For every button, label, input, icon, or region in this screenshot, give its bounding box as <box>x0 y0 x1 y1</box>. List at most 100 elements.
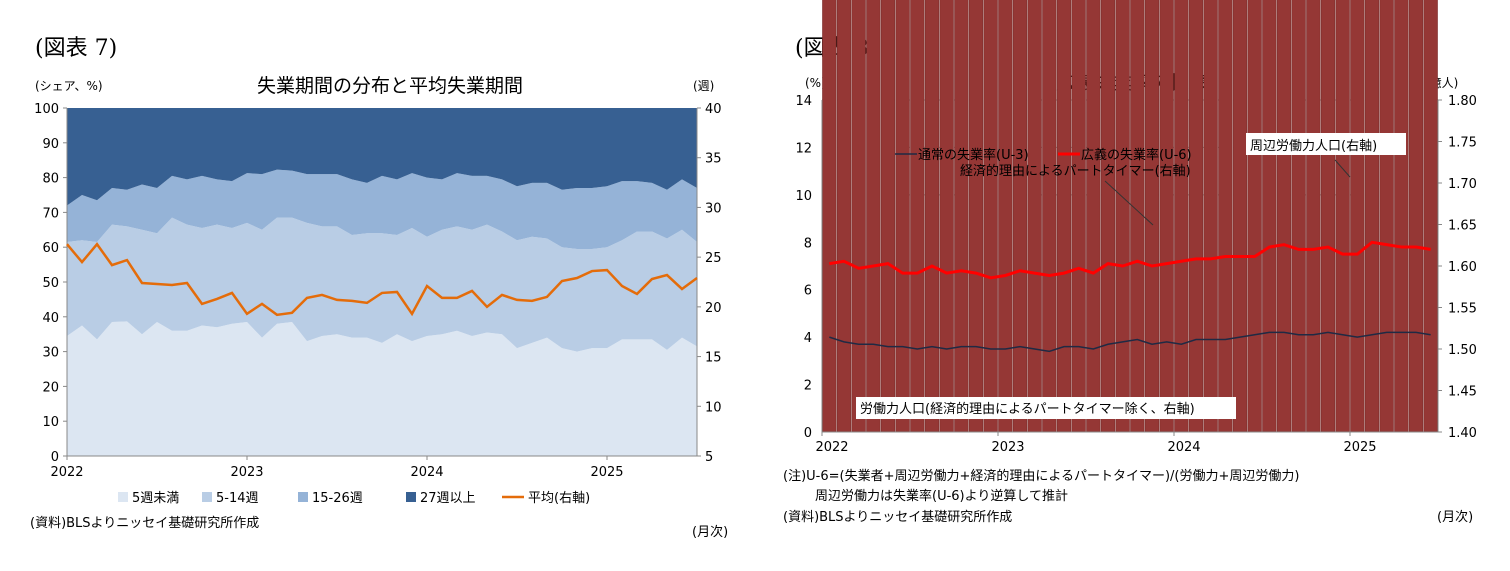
bar-segment-1 <box>1276 0 1292 433</box>
annotation-bg <box>856 397 1236 419</box>
bar-segment-1 <box>1071 0 1086 433</box>
y-tick-label: 10 <box>42 415 59 430</box>
bar-segment-1 <box>998 0 1013 433</box>
bar-segment-1 <box>851 0 866 433</box>
x-tick-label: 2024 <box>410 465 443 480</box>
y-tick-label: 12 <box>795 141 812 156</box>
y-tick-label: 70 <box>42 206 59 221</box>
bar-segment-1 <box>1423 0 1438 433</box>
y-tick-label: 10 <box>795 189 812 204</box>
x-tick-label: 2023 <box>230 465 263 480</box>
bar-segment-1 <box>1130 0 1145 433</box>
y-tick-label: 14 <box>795 94 812 109</box>
bar-segment-1 <box>1408 0 1424 433</box>
x-tick-label: 2025 <box>590 465 623 480</box>
y2-tick-label: 25 <box>705 251 722 266</box>
bar-segment-1 <box>866 0 881 433</box>
bar-segment-1 <box>1100 0 1116 433</box>
line-u6 <box>829 240 1431 280</box>
y-tick-label: 0 <box>51 450 59 465</box>
annotation-bg <box>1246 133 1406 155</box>
bar-segment-1 <box>1159 0 1174 433</box>
bar-segment-1 <box>822 0 837 433</box>
y-tick-label: 90 <box>42 137 59 152</box>
y-tick-label: 2 <box>804 379 812 394</box>
chart-broad-unemployment: 広義失業率の推移(%)(億人)024681012141.401.451.501.… <box>795 0 1477 455</box>
figure-8-frequency: (月次) <box>1437 510 1474 525</box>
legend-label-u6: 広義の失業率(U-6) <box>1081 147 1192 163</box>
bar-segment-1 <box>895 0 910 433</box>
y-axis-label: (%) <box>805 76 826 90</box>
bar-segment-1 <box>1086 0 1101 433</box>
figure-7-source: (資料)BLSよりニッセイ基礎研究所作成 <box>30 516 260 531</box>
legend-label: 5週未満 <box>132 491 179 506</box>
y-tick-label: 80 <box>42 172 59 187</box>
legend-label: 5-14週 <box>216 491 259 506</box>
y-tick-label: 50 <box>42 276 59 291</box>
bar-segment-1 <box>1247 0 1262 433</box>
bar-segment-1 <box>1115 0 1130 433</box>
area-series-4 <box>67 108 697 206</box>
x-tick-label: 2022 <box>50 465 83 480</box>
figure-8-note-1: (注)U-6=(失業者+周辺労働力+経済的理由によるパートタイマー)/(労働力+… <box>783 469 1300 484</box>
bar-segment-1 <box>968 0 984 433</box>
y-axis-label: (シェア、%) <box>35 79 103 93</box>
line-mean-duration <box>66 242 698 317</box>
bar-segment-1 <box>954 0 969 433</box>
x-tick-label: 2025 <box>1343 440 1376 455</box>
bar-segment-1 <box>1027 0 1042 433</box>
y-tick-label: 60 <box>42 241 59 256</box>
y-tick-label: 0 <box>804 426 812 441</box>
legend-label: 平均(右軸) <box>528 491 590 506</box>
bar-segment-1 <box>1335 0 1350 433</box>
area-series-1 <box>67 321 697 456</box>
annotation-arrow <box>1104 180 1154 226</box>
bar-segment-1 <box>1232 0 1248 433</box>
y2-tick-label: 30 <box>705 201 722 216</box>
y2-tick-label: 1.80 <box>1448 94 1477 109</box>
bar-segment-1 <box>939 0 954 433</box>
bar-segment-1 <box>1188 0 1204 433</box>
chart-unemployment-duration: 失業期間の分布と平均失業期間 (シェア、%) (週) 0 10 20 30 40 50 60 70 8… <box>34 75 722 506</box>
bar-segment-1 <box>1379 0 1394 433</box>
y2-tick-label: 1.40 <box>1448 426 1477 441</box>
area-series-2 <box>67 217 697 352</box>
y-tick-label: 4 <box>804 331 812 346</box>
bar-segment-1 <box>1218 0 1233 433</box>
y-tick-label: 20 <box>42 380 59 395</box>
figure-7-frequency: (月次) <box>692 525 729 540</box>
bar-segment-1 <box>1042 0 1057 433</box>
bar-segment-1 <box>1012 0 1028 433</box>
line-u3 <box>829 331 1431 353</box>
bar-segment-1 <box>910 0 925 433</box>
bar-segment-1 <box>1320 0 1336 433</box>
y2-tick-label: 5 <box>705 450 713 465</box>
figure-8-note-2: 周辺労働力は失業率(U-6)より逆算して推計 <box>815 489 1068 504</box>
y2-tick-label: 1.55 <box>1448 302 1477 317</box>
x-tick-label: 2023 <box>991 440 1024 455</box>
bar-segment-1 <box>1394 0 1409 433</box>
bar-segment-1 <box>1291 0 1306 433</box>
bar-segment-1 <box>1350 0 1365 433</box>
annotation-parttime: 経済的理由によるパートタイマー(右軸) <box>960 163 1191 179</box>
y2-tick-label: 1.65 <box>1448 219 1477 234</box>
y-tick-label: 6 <box>804 284 812 299</box>
y2-tick-label: 1.75 <box>1448 136 1477 151</box>
bar-segment-1 <box>924 0 940 433</box>
legend-swatch <box>298 492 308 502</box>
area-series-3 <box>67 169 697 249</box>
bar-segment-1 <box>1306 0 1321 433</box>
legend-swatch <box>406 492 416 502</box>
legend-swatch <box>118 492 128 502</box>
legend-label-u3: 通常の失業率(U-3) <box>918 147 1029 163</box>
y2-tick-label: 1.60 <box>1448 260 1477 275</box>
bar-segment-1 <box>880 0 896 433</box>
bar-segment-1 <box>1056 0 1072 433</box>
bar-segment-1 <box>1144 0 1160 433</box>
y2-tick-label: 10 <box>705 400 722 415</box>
y-tick-label: 30 <box>42 346 59 361</box>
y2-tick-label: 20 <box>705 301 722 316</box>
bar-segment-1 <box>1174 0 1189 433</box>
y2-tick-label: 40 <box>705 102 722 117</box>
